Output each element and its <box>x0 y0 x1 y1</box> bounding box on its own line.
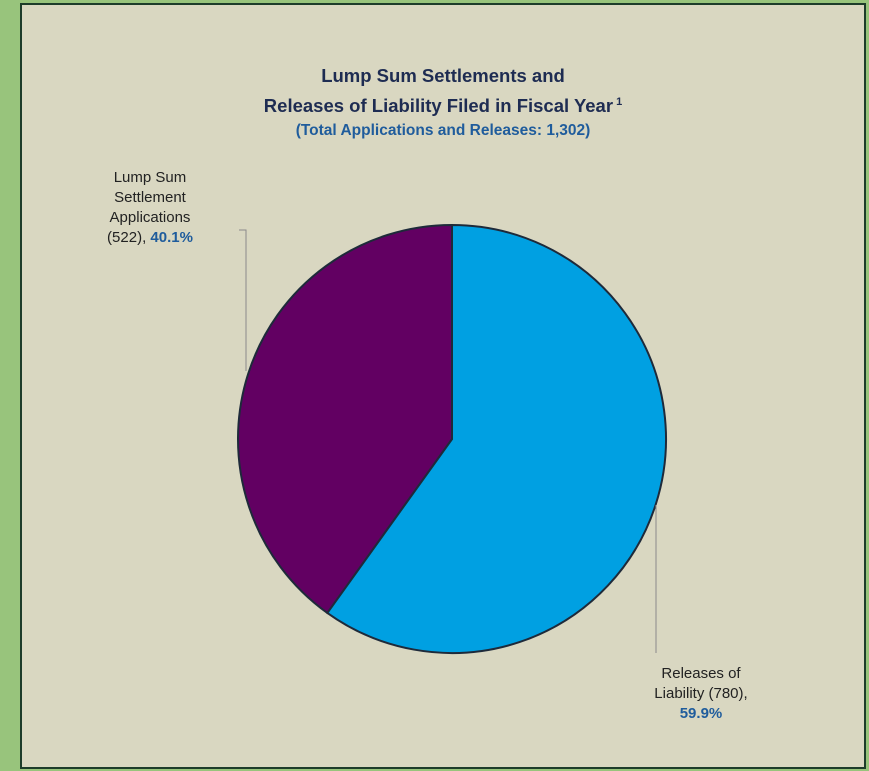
leader-line-settlements <box>239 229 247 371</box>
chart-panel: Lump Sum Settlements and Releases of Lia… <box>20 3 866 769</box>
slice-percent-releases: 59.9% <box>679 705 723 722</box>
slice-label-settlements-line-2: Settlement <box>114 189 186 206</box>
slice-settlements <box>237 223 453 615</box>
slice-percent-settlements: 40.1% <box>150 229 193 246</box>
slice-label-releases-line-1: Releases of <box>661 665 741 682</box>
slice-label-releases: Releases of Liability (780), 59.9% <box>636 664 766 724</box>
pie-slices <box>237 223 667 654</box>
slice-label-releases-line-2: Liability (780), <box>654 685 748 702</box>
chart-title-line-2-text: Releases of Liability Filed in Fiscal Ye… <box>263 95 614 117</box>
slice-label-settlements-line-4: (522), 40.1% <box>90 228 210 248</box>
slice-label-settlements-line-1: Lump Sum <box>113 169 187 186</box>
slice-releases <box>325 223 667 654</box>
chart-title-line-1: Lump Sum Settlements and <box>321 65 565 86</box>
pie-chart <box>237 223 667 654</box>
slice-label-settlements-line-3: Applications <box>109 209 191 226</box>
chart-title-block: Lump Sum Settlements and Releases of Lia… <box>22 63 864 141</box>
slice-label-settlements: Lump Sum Settlement Applications (522), … <box>90 168 210 248</box>
title-footnote-marker: 1 <box>616 96 623 108</box>
chart-subtitle: (Total Applications and Releases: 1,302) <box>295 122 591 140</box>
chart-title-line-2: Releases of Liability Filed in Fiscal Ye… <box>22 89 864 119</box>
slice-count-settlements: (522), <box>107 229 147 246</box>
